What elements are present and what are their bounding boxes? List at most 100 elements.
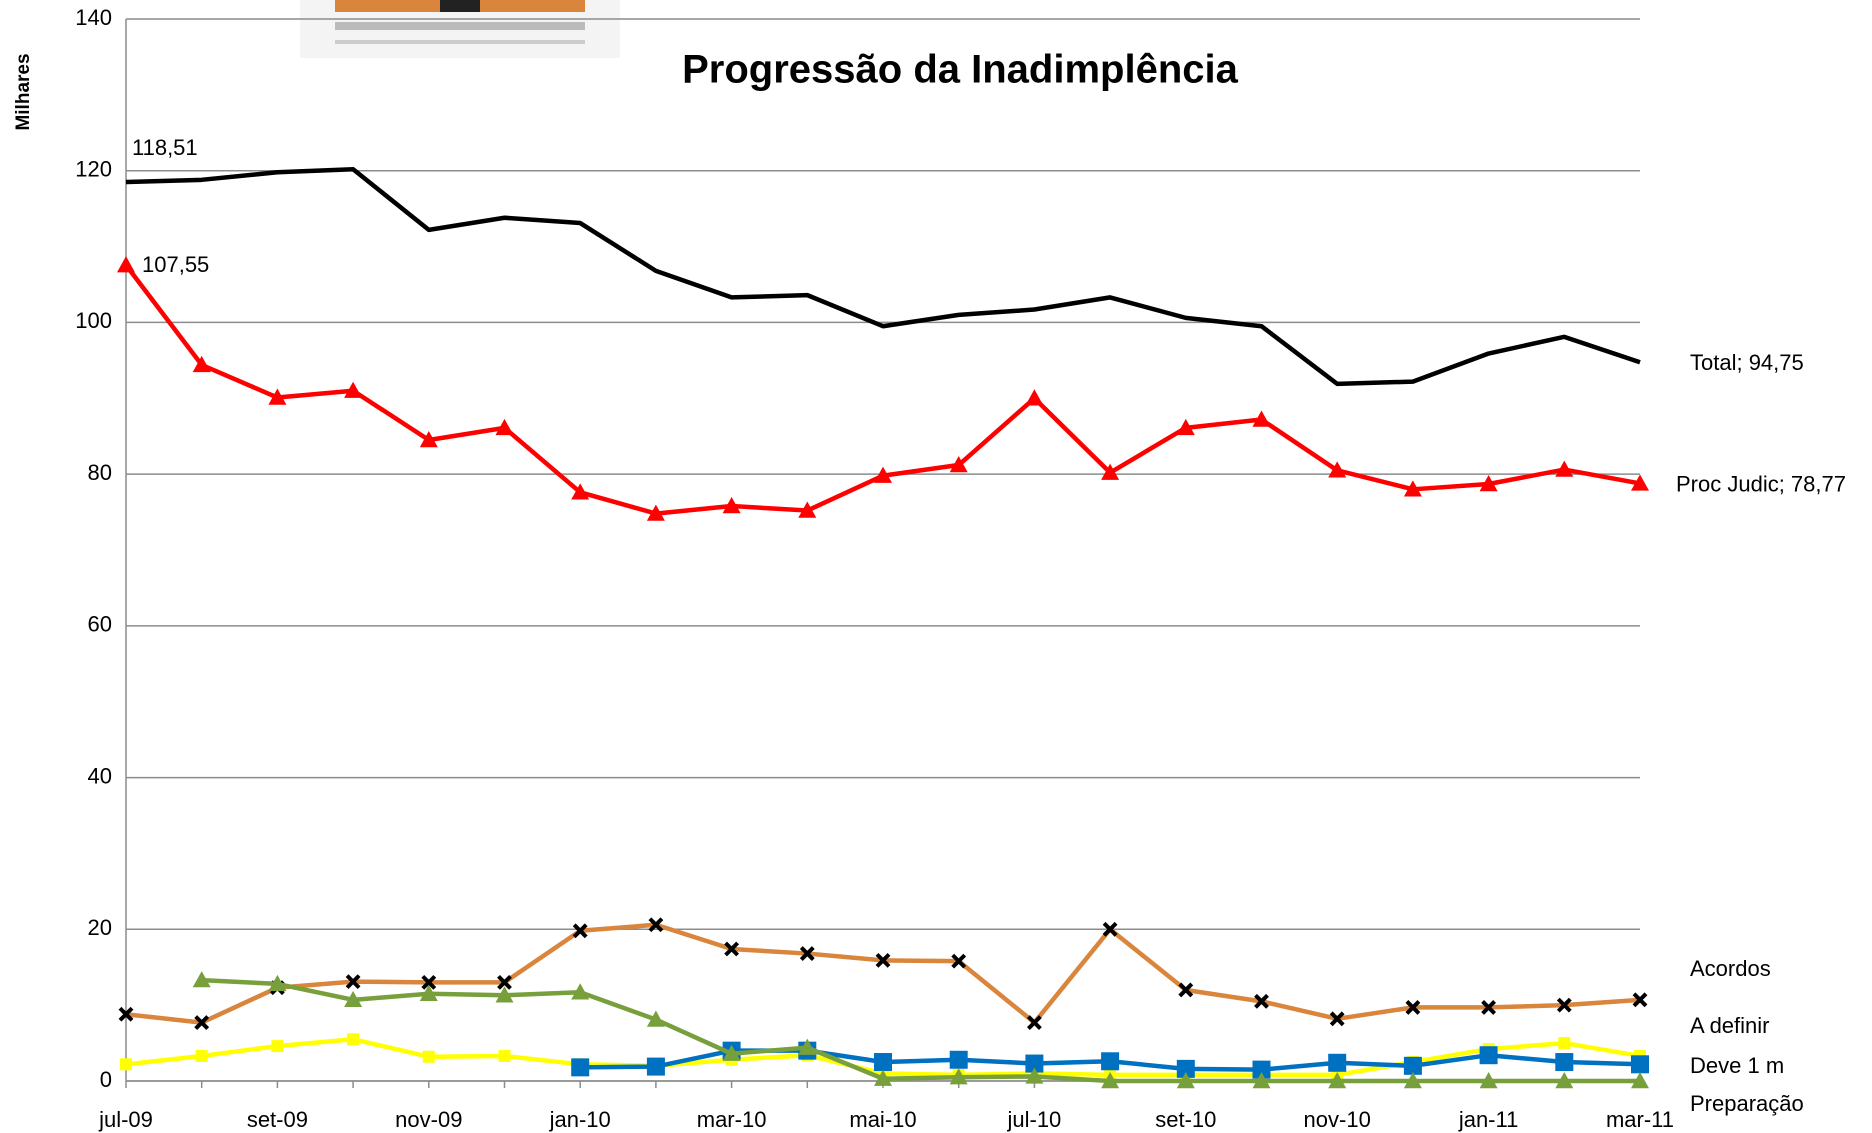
y-tick-label: 40 [88,763,112,788]
marker [951,953,967,969]
marker [344,381,363,398]
marker [949,1068,968,1085]
marker [722,497,741,514]
marker [648,917,664,933]
marker [1481,1000,1497,1015]
marker [1632,992,1648,1008]
marker [1176,1072,1195,1089]
marker [646,1057,665,1076]
marker [874,1053,892,1072]
marker [874,1069,892,1086]
y-tick-label: 100 [75,308,112,333]
marker [571,983,590,1000]
marker [1328,461,1347,478]
marker [949,1050,968,1069]
marker [1555,1053,1574,1072]
y-tick-label: 0 [100,1067,112,1092]
data-label: 107,55 [142,252,209,277]
y-tick-label: 140 [75,5,112,30]
x-tick-label: jul-09 [98,1107,153,1132]
marker [347,1033,360,1046]
marker [571,483,590,500]
logo [300,0,620,58]
marker [1556,997,1572,1013]
marker [874,466,892,483]
marker [1631,1072,1649,1089]
marker [1403,480,1422,497]
marker [1025,389,1044,406]
marker [1101,463,1120,480]
data-label: Proc Judic; 78,77 [1676,471,1846,496]
y-axis-label: Milhares [13,53,34,130]
series-label: Deve 1 m [1690,1053,1784,1078]
y-tick-label: 20 [88,915,112,940]
marker [1479,1072,1498,1089]
marker [1555,460,1574,477]
marker [1026,1015,1042,1031]
marker [724,941,740,957]
marker [498,1049,511,1062]
marker [495,986,514,1003]
marker [268,388,287,405]
marker [422,1050,435,1063]
marker [495,418,514,436]
marker [1025,1067,1044,1084]
marker [1631,1055,1649,1074]
marker [1102,921,1118,937]
x-tick-label: mai-10 [849,1107,916,1132]
marker [345,974,361,990]
marker [1403,1072,1422,1089]
marker [1328,1072,1347,1089]
x-tick-label: jan-11 [1458,1107,1519,1132]
marker [1555,1072,1574,1089]
marker [192,971,211,988]
marker [271,1040,284,1053]
series-label: Preparação [1690,1091,1804,1116]
marker [1405,1000,1421,1015]
data-label: Total; 94,75 [1690,350,1804,375]
marker [120,1058,132,1071]
marker [344,990,363,1008]
marker [1479,1046,1498,1065]
x-tick-label: set-09 [247,1107,308,1132]
data-label: 118,51 [132,135,198,160]
marker [1101,1072,1120,1089]
marker [118,1006,134,1022]
marker [949,456,968,473]
marker [799,946,815,961]
x-tick-label: mar-10 [697,1107,767,1132]
marker [798,1038,817,1055]
marker [1328,1053,1347,1072]
marker [1178,982,1194,998]
marker [421,974,437,990]
x-tick-label: set-10 [1155,1107,1216,1132]
marker [646,1010,665,1027]
marker [419,431,438,448]
series-line [201,977,1640,1084]
marker [1631,474,1649,491]
chart-title: Progressão da Inadimplência [682,48,1238,92]
y-tick-label: 80 [88,460,112,485]
x-tick-label: nov-09 [395,1107,462,1132]
series-line [125,166,1641,387]
marker [497,974,512,990]
marker [195,1049,208,1062]
marker [1252,410,1271,427]
marker [1025,1054,1044,1073]
marker [571,1058,590,1077]
marker [722,1044,741,1061]
x-tick-label: nov-10 [1304,1107,1371,1132]
marker [419,984,438,1001]
x-tick-label: jan-10 [549,1107,611,1132]
marker [192,355,211,373]
marker [1254,993,1269,1009]
marker [268,974,287,992]
marker [798,501,817,518]
marker [194,1015,210,1031]
marker [875,952,891,968]
marker [117,256,135,273]
series-label: A definir [1690,1013,1770,1038]
y-tick-label: 60 [88,612,112,637]
marker [1176,1059,1195,1078]
